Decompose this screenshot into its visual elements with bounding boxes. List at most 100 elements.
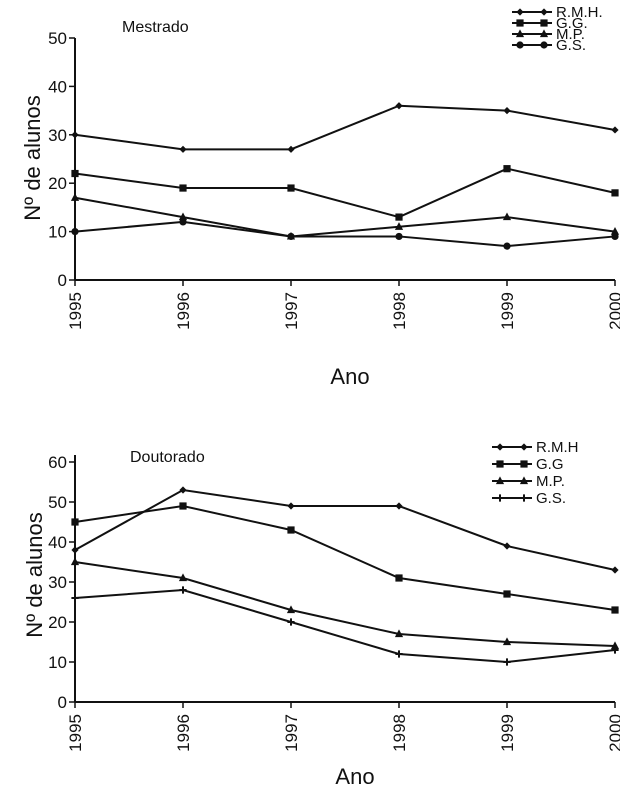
data-point [611,233,618,240]
legend-label: G.S. [556,37,586,54]
data-point [71,557,79,565]
y-axis-label: Nº de alunos [22,512,47,637]
chart-title: Doutorado [130,449,205,466]
data-point [179,586,186,593]
axis-ticks: 0 10 20 30 40 50 1995 1996 1997 1998 1999 2000 [48,29,620,330]
x-tick-label: 1995 [66,714,85,752]
legend-marker [540,8,547,15]
x-tick-label: 1999 [498,292,517,330]
data-point [287,184,294,191]
data-point [179,218,186,225]
y-tick-label: 20 [48,174,67,193]
data-point [395,650,402,657]
series-lines [75,106,615,246]
chart-mestrado: Mestrado 0 10 20 30 40 50 1995 1996 1997 1998 1999… [20,4,620,389]
data-point [179,502,186,509]
y-tick-label: 40 [48,77,67,96]
data-point [179,184,186,191]
y-tick-label: 30 [48,573,67,592]
x-tick-label: 1998 [390,714,409,752]
x-tick-label: 1997 [282,292,301,330]
series-line [75,222,615,246]
legend-marker [520,443,527,450]
data-point [71,518,78,525]
data-point [503,107,510,114]
legend-marker [516,8,523,15]
y-tick-label: 50 [48,493,67,512]
data-point [395,102,402,109]
data-point [71,594,78,601]
y-tick-label: 0 [58,271,67,290]
legend-marker [540,41,547,48]
legend-marker [496,460,503,467]
x-tick-label: 1997 [282,714,301,752]
data-point [287,146,294,153]
legend-marker [520,460,527,467]
data-point [611,126,618,133]
y-tick-label: 30 [48,126,67,145]
data-point [611,566,618,573]
series-line [75,490,615,570]
data-point [503,590,510,597]
legend-marker [520,494,527,501]
data-point [503,165,510,172]
x-tick-label: 1996 [174,292,193,330]
legend-label: G.S. [536,490,566,507]
x-tick-label: 1998 [390,292,409,330]
x-tick-label: 1995 [66,292,85,330]
data-point [71,193,79,201]
y-tick-label: 10 [48,653,67,672]
data-point [503,212,511,220]
y-tick-label: 0 [58,693,67,712]
x-tick-label: 2000 [606,292,620,330]
legend-marker [516,19,523,26]
legend-marker [496,443,503,450]
axis-ticks: 0 10 20 30 40 50 60 1995 1996 1997 1998 1999 2000 [48,453,620,752]
series-line [75,106,615,150]
y-tick-label: 40 [48,533,67,552]
data-point [287,502,294,509]
data-point [287,526,294,533]
series-line [75,506,615,610]
legend-label: M.P. [536,473,565,490]
legend: R.M.H.G.G.M.P.G.S. [512,4,603,54]
chart-doutorado: Doutorado 0 10 20 30 40 50 60 1995 1996 1997 1998 1… [22,439,620,789]
data-point [503,243,510,250]
y-tick-label: 20 [48,613,67,632]
legend-marker [540,19,547,26]
x-tick-label: 1999 [498,714,517,752]
series-line [75,590,615,662]
y-tick-label: 50 [48,29,67,48]
legend-label: R.M.H [536,439,579,456]
y-tick-label: 10 [48,223,67,242]
legend: R.M.HG.GM.P.G.S. [492,439,579,507]
series-lines [75,490,615,662]
data-point [287,233,294,240]
data-point [503,658,510,665]
data-point [179,146,186,153]
series-line [75,562,615,646]
data-point [395,233,402,240]
data-point [71,170,78,177]
x-tick-label: 2000 [606,714,620,752]
legend-marker [496,494,503,501]
data-point [395,213,402,220]
data-point [71,131,78,138]
x-tick-label: 1996 [174,714,193,752]
data-point [611,189,618,196]
data-point [395,574,402,581]
x-axis-label: Ano [330,364,369,389]
series-line [75,169,615,217]
chart-title: Mestrado [122,19,189,36]
legend-label: G.G [536,456,564,473]
legend-marker [516,41,523,48]
y-axis-label: Nº de alunos [20,95,45,220]
data-point [395,502,402,509]
data-point [287,618,294,625]
x-axis-label: Ano [335,764,374,789]
data-point [503,542,510,549]
data-point [71,228,78,235]
data-point [611,606,618,613]
y-tick-label: 60 [48,453,67,472]
